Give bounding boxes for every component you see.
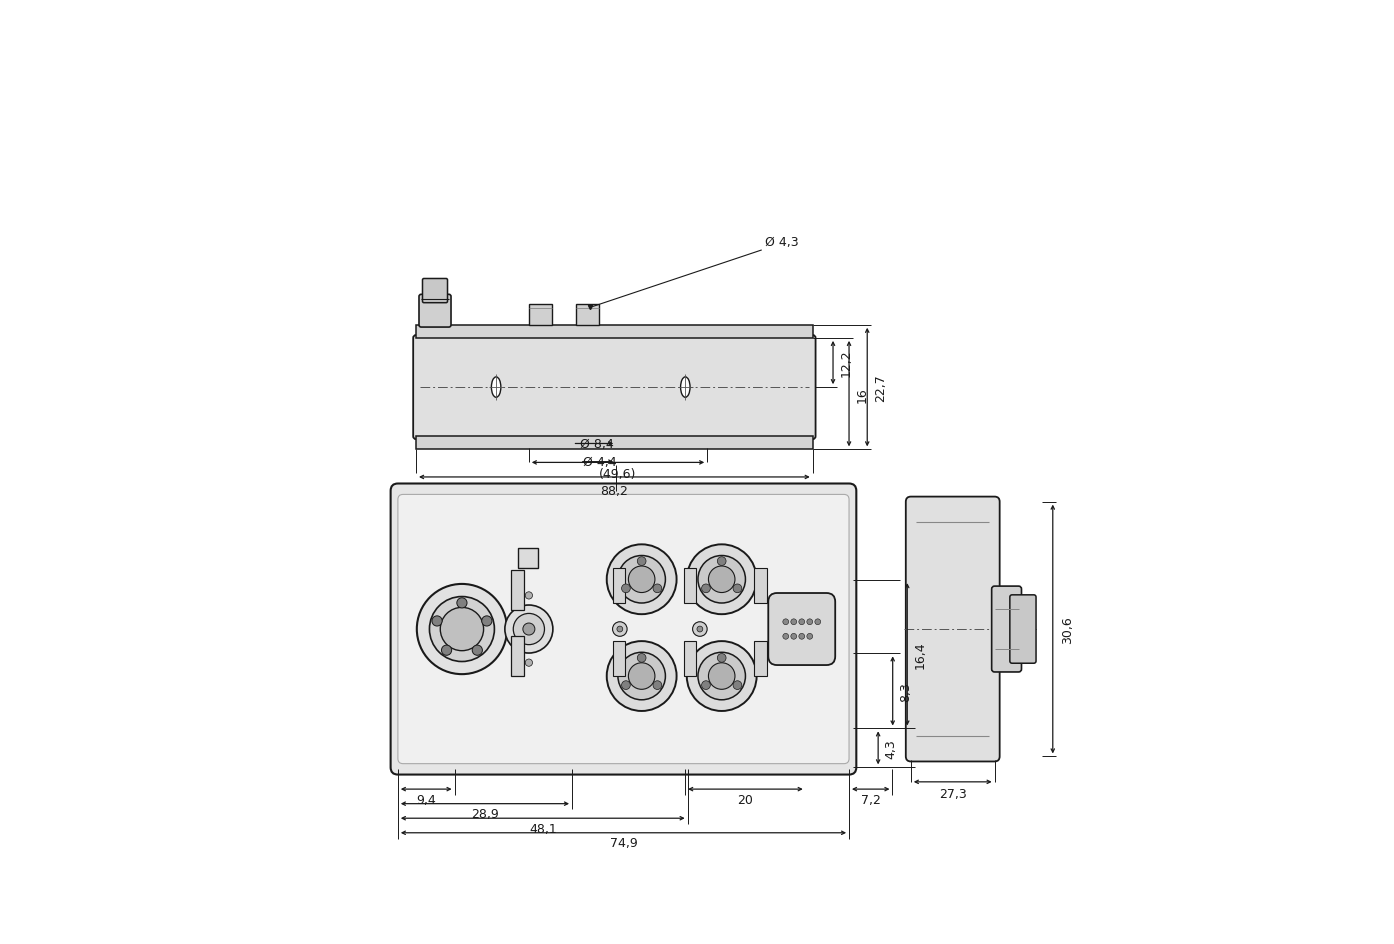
Circle shape [790,619,796,625]
Circle shape [505,605,553,653]
Circle shape [790,633,796,639]
Circle shape [693,622,707,636]
Text: Ø 4,4: Ø 4,4 [584,456,618,468]
Text: Ø 8,4: Ø 8,4 [580,437,613,450]
Bar [754,641,767,676]
FancyBboxPatch shape [991,586,1022,672]
Circle shape [652,681,662,690]
Text: (49,6): (49,6) [599,467,637,480]
Circle shape [622,584,630,593]
Text: 4,3: 4,3 [885,738,898,758]
Circle shape [637,654,645,663]
Circle shape [473,646,482,655]
Text: Ø 4,3: Ø 4,3 [765,235,799,248]
Bar [528,305,552,326]
Bar [510,636,524,676]
FancyBboxPatch shape [397,495,849,764]
Circle shape [799,633,804,639]
Bar [612,641,625,676]
Circle shape [612,622,627,636]
FancyBboxPatch shape [906,497,999,762]
FancyBboxPatch shape [1009,596,1036,664]
Circle shape [701,681,711,690]
Circle shape [687,545,757,615]
FancyBboxPatch shape [422,279,447,303]
Text: 9,4: 9,4 [417,793,436,806]
Circle shape [783,633,789,639]
Text: 20: 20 [737,793,753,806]
Circle shape [618,627,623,632]
Circle shape [618,556,665,603]
Bar [415,326,813,339]
Bar [415,437,813,450]
Circle shape [523,623,535,635]
Ellipse shape [492,378,500,397]
Circle shape [815,619,821,625]
FancyBboxPatch shape [413,336,815,440]
Circle shape [618,652,665,700]
Bar [519,548,538,568]
Circle shape [733,681,742,690]
Bar [510,570,524,610]
FancyBboxPatch shape [390,484,856,775]
Text: 16: 16 [856,386,868,402]
Circle shape [513,614,545,645]
Text: 8,3: 8,3 [899,682,912,701]
Circle shape [442,646,452,655]
Circle shape [652,584,662,593]
Circle shape [783,619,789,625]
Text: 27,3: 27,3 [938,787,966,801]
Circle shape [417,584,507,674]
Circle shape [701,584,711,593]
Text: 48,1: 48,1 [528,822,556,835]
Bar [684,641,696,676]
Circle shape [637,557,645,565]
FancyBboxPatch shape [420,295,452,328]
Circle shape [708,663,735,689]
Circle shape [698,652,746,700]
Circle shape [526,659,533,666]
Circle shape [697,627,703,632]
Bar [576,305,599,326]
Circle shape [622,681,630,690]
Circle shape [708,566,735,593]
Bar [684,568,696,603]
Bar [754,568,767,603]
Circle shape [432,616,442,627]
Text: 88,2: 88,2 [601,484,629,497]
Circle shape [733,584,742,593]
Text: 12,2: 12,2 [839,349,853,377]
Text: 30,6: 30,6 [1061,615,1073,643]
Ellipse shape [680,378,690,397]
Text: 7,2: 7,2 [860,793,881,806]
Circle shape [482,616,492,627]
Circle shape [807,619,813,625]
Circle shape [698,556,746,603]
Bar [612,568,625,603]
Text: 28,9: 28,9 [471,807,499,820]
Circle shape [807,633,813,639]
Circle shape [526,592,533,599]
Circle shape [718,654,726,663]
Circle shape [606,545,676,615]
Circle shape [606,641,676,711]
Circle shape [718,557,726,565]
Text: 74,9: 74,9 [609,836,637,850]
Circle shape [429,597,495,662]
Text: 22,7: 22,7 [874,374,887,401]
Circle shape [441,608,484,651]
Circle shape [629,663,655,689]
Circle shape [457,598,467,608]
Circle shape [629,566,655,593]
Circle shape [799,619,804,625]
FancyBboxPatch shape [768,594,835,666]
Text: 16,4: 16,4 [914,641,927,668]
Circle shape [687,641,757,711]
